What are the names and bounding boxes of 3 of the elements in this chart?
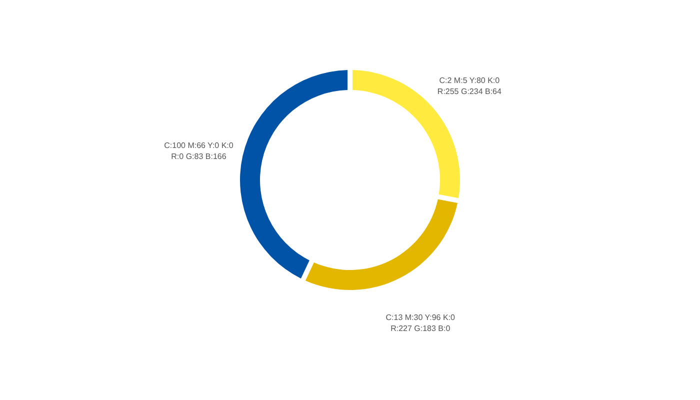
slice-label: C:100 M:66 Y:0 K:0 R:0 G:83 B:166 bbox=[164, 141, 234, 162]
slice-label: C:2 M:5 Y:80 K:0 R:255 G:234 B:64 bbox=[437, 76, 502, 96]
slice-label: C:13 M:30 Y:96 K:0 R:227 G:183 B:0 bbox=[386, 313, 456, 334]
